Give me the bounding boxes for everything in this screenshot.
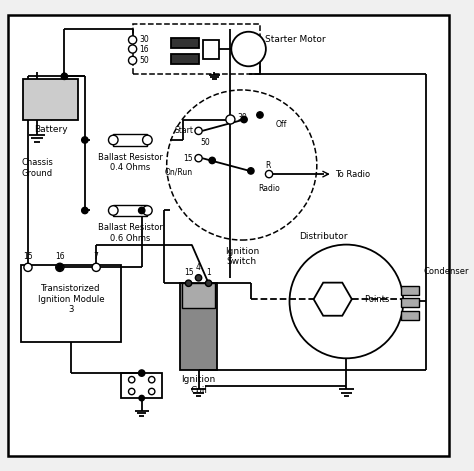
- Bar: [171, 54, 199, 64]
- Bar: [113, 134, 147, 146]
- Text: Start: Start: [174, 126, 193, 135]
- Circle shape: [148, 376, 155, 383]
- Text: 50: 50: [139, 56, 149, 65]
- Circle shape: [265, 171, 273, 178]
- Text: 15: 15: [183, 154, 193, 162]
- Text: 50: 50: [201, 138, 210, 147]
- Bar: [171, 38, 199, 48]
- Circle shape: [248, 168, 254, 174]
- Bar: [180, 283, 217, 370]
- Circle shape: [290, 244, 403, 358]
- Bar: [133, 24, 260, 74]
- Circle shape: [128, 45, 137, 53]
- Text: 15: 15: [184, 268, 193, 277]
- Text: Battery: Battery: [34, 125, 67, 134]
- Text: Starter Motor: Starter Motor: [264, 35, 325, 44]
- Text: Ignition
Switch: Ignition Switch: [225, 247, 259, 266]
- Circle shape: [24, 263, 32, 271]
- Circle shape: [138, 207, 145, 214]
- Circle shape: [195, 127, 202, 135]
- Text: -: -: [34, 90, 40, 104]
- Text: 4: 4: [196, 263, 201, 272]
- Circle shape: [205, 280, 212, 286]
- Text: 7: 7: [94, 252, 99, 261]
- Text: Condenser: Condenser: [424, 268, 469, 276]
- Bar: [182, 283, 215, 309]
- Text: +: +: [59, 90, 70, 104]
- Text: 16: 16: [55, 252, 64, 261]
- Text: Transistorized
Ignition Module
3: Transistorized Ignition Module 3: [38, 284, 104, 314]
- Text: To Radio: To Radio: [335, 170, 370, 179]
- Circle shape: [109, 135, 118, 145]
- Bar: [113, 205, 147, 216]
- Bar: [23, 79, 78, 120]
- Circle shape: [231, 32, 266, 66]
- Text: Ignition
Coil: Ignition Coil: [182, 375, 216, 395]
- Text: On/Run: On/Run: [165, 167, 193, 176]
- Circle shape: [128, 388, 135, 395]
- Circle shape: [257, 112, 263, 118]
- Bar: [21, 265, 121, 342]
- Text: R: R: [265, 161, 271, 170]
- Circle shape: [209, 157, 215, 163]
- Circle shape: [128, 376, 135, 383]
- Circle shape: [185, 280, 191, 286]
- Circle shape: [82, 137, 88, 143]
- Circle shape: [61, 73, 68, 80]
- Circle shape: [128, 57, 137, 65]
- Circle shape: [92, 263, 100, 271]
- Circle shape: [56, 264, 63, 270]
- Circle shape: [56, 263, 64, 271]
- Text: Distributor: Distributor: [300, 232, 348, 241]
- Text: 30: 30: [237, 113, 247, 122]
- Circle shape: [139, 395, 145, 401]
- Circle shape: [195, 275, 202, 281]
- Text: Ballast Resistor
0.4 Ohms: Ballast Resistor 0.4 Ohms: [98, 153, 163, 172]
- Circle shape: [241, 116, 247, 123]
- Circle shape: [138, 370, 145, 376]
- Text: 1: 1: [206, 268, 211, 277]
- Text: Ballast Resistor
0.6 Ohms: Ballast Resistor 0.6 Ohms: [98, 223, 163, 243]
- Bar: [121, 373, 162, 398]
- Bar: [401, 286, 419, 295]
- Text: Points: Points: [365, 295, 390, 304]
- Bar: [401, 310, 419, 320]
- Circle shape: [195, 154, 202, 162]
- Text: 16: 16: [139, 45, 148, 54]
- Circle shape: [82, 207, 88, 214]
- Circle shape: [226, 115, 235, 124]
- Bar: [203, 40, 219, 59]
- Text: 15: 15: [23, 252, 33, 261]
- Bar: [401, 298, 419, 308]
- Circle shape: [167, 90, 317, 240]
- Circle shape: [148, 388, 155, 395]
- Text: 30: 30: [139, 35, 149, 44]
- Circle shape: [109, 206, 118, 215]
- Circle shape: [128, 36, 137, 44]
- Text: Off: Off: [276, 120, 287, 129]
- Circle shape: [143, 135, 152, 145]
- Text: Radio: Radio: [258, 184, 280, 193]
- Text: Chassis
Ground: Chassis Ground: [21, 158, 53, 178]
- Circle shape: [143, 206, 152, 215]
